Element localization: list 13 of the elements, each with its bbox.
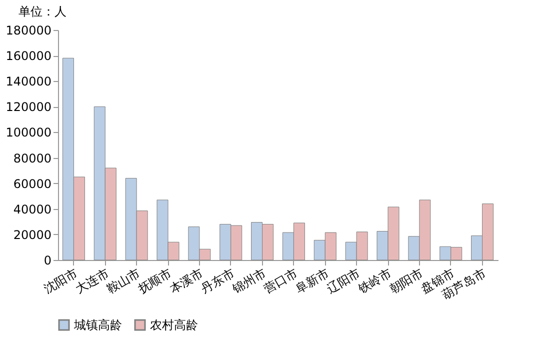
y-tick-label: 180000 bbox=[6, 24, 52, 38]
y-tick-label: 160000 bbox=[6, 49, 52, 64]
y-tick-label: 60000 bbox=[13, 176, 52, 191]
y-tick-label: 120000 bbox=[6, 100, 52, 114]
y-axis-title: 单位：人 bbox=[18, 4, 66, 18]
y-tick-label: 140000 bbox=[6, 74, 52, 89]
y-tick-label: 100000 bbox=[6, 126, 52, 140]
legend-label: 城镇高龄 bbox=[73, 318, 122, 332]
y-tick-label: 20000 bbox=[13, 228, 52, 242]
y-tick-label: 80000 bbox=[13, 151, 52, 166]
y-tick-label: 40000 bbox=[13, 202, 52, 216]
legend-label: 农村高龄 bbox=[150, 318, 198, 332]
y-tick-label: 0 bbox=[44, 254, 52, 268]
